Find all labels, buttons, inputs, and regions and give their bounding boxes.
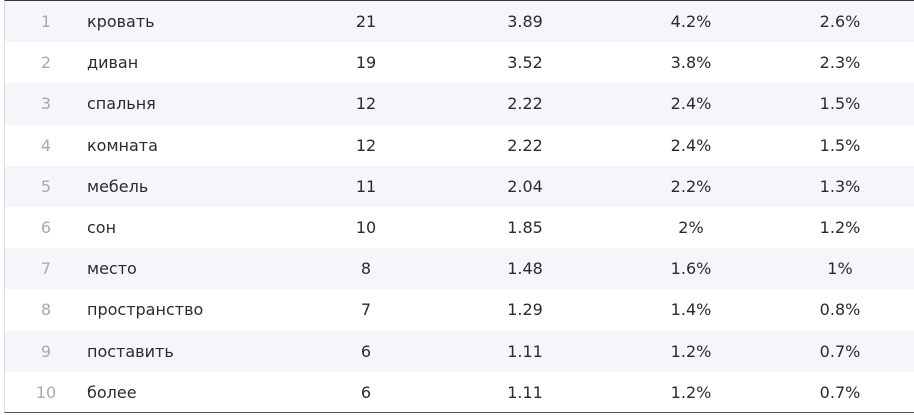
stat-cell: 1.2%: [819, 218, 861, 238]
stat-cell: 2.4%: [670, 135, 712, 155]
stat-cell: 1.2%: [670, 382, 712, 402]
stat-cell: 1.11: [507, 341, 543, 361]
word: комната: [87, 135, 158, 155]
stat-cell: 2.3%: [819, 53, 861, 73]
row-index: 4: [40, 135, 52, 155]
word: место: [87, 259, 137, 279]
stat-cell: 4.2%: [670, 12, 712, 32]
table-row: 10 более 6 1.11 1.2% 0.7%: [5, 372, 914, 413]
stat-cell: 10: [355, 218, 377, 238]
stat-cell: 1%: [827, 259, 853, 279]
row-index: 2: [40, 53, 52, 73]
stat-cell: 2.22: [507, 135, 543, 155]
stat-cell: 11: [355, 176, 377, 196]
row-index: 1: [40, 12, 52, 32]
table-row: 1 кровать 21 3.89 4.2% 2.6%: [5, 1, 914, 43]
word: кровать: [87, 12, 155, 32]
stat-cell: 2.6%: [819, 12, 861, 32]
stat-cell: 2.2%: [670, 176, 712, 196]
stat-cell: 1.29: [507, 300, 543, 320]
word: пространство: [87, 300, 204, 320]
stat-cell: 6: [360, 382, 372, 402]
stat-cell: 2.04: [507, 176, 543, 196]
stat-cell: 12: [355, 135, 377, 155]
table: 1 кровать 21 3.89 4.2% 2.6% 2 диван 19 3.52 3.8% 2.…: [4, 0, 914, 413]
stat-cell: 1.48: [507, 259, 543, 279]
stat-cell: 2%: [678, 218, 704, 238]
table-row: 6 сон 10 1.85 2% 1.2%: [5, 207, 914, 248]
row-index: 7: [40, 259, 52, 279]
stat-cell: 1.11: [507, 382, 543, 402]
stat-cell: 2.4%: [670, 94, 712, 114]
word: более: [87, 382, 137, 402]
stat-cell: 0.8%: [819, 300, 861, 320]
word: поставить: [87, 341, 174, 361]
table-row: 8 пространство 7 1.29 1.4% 0.8%: [5, 289, 914, 330]
stat-cell: 0.7%: [819, 341, 861, 361]
row-index: 9: [40, 341, 52, 361]
stat-cell: 3.8%: [670, 53, 712, 73]
stat-cell: 0.7%: [819, 382, 861, 402]
stat-cell: 3.89: [507, 12, 543, 32]
row-index: 3: [40, 94, 52, 114]
stat-cell: 2.22: [507, 94, 543, 114]
table-row: 5 мебель 11 2.04 2.2% 1.3%: [5, 165, 914, 207]
stat-cell: 1.85: [507, 218, 543, 238]
stat-cell: 19: [355, 53, 377, 73]
stat-cell: 7: [360, 300, 372, 320]
stat-cell: 21: [355, 12, 377, 32]
stat-cell: 12: [355, 94, 377, 114]
word: мебель: [87, 176, 149, 196]
stat-cell: 1.4%: [670, 300, 712, 320]
table-row: 7 место 8 1.48 1.6% 1%: [5, 248, 914, 290]
table-row: 9 поставить 6 1.11 1.2% 0.7%: [5, 330, 914, 372]
stat-cell: 1.5%: [819, 135, 861, 155]
stat-cell: 1.5%: [819, 94, 861, 114]
row-index: 8: [40, 300, 52, 320]
stat-cell: 1.6%: [670, 259, 712, 279]
word: диван: [87, 53, 139, 73]
table-row: 3 спальня 12 2.22 2.4% 1.5%: [5, 83, 914, 125]
row-index: 5: [40, 176, 52, 196]
stat-cell: 3.52: [507, 53, 543, 73]
row-index: 6: [40, 218, 52, 238]
word: сон: [87, 218, 117, 238]
stat-cell: 1.3%: [819, 176, 861, 196]
table-row: 4 комната 12 2.22 2.4% 1.5%: [5, 125, 914, 166]
stat-cell: 6: [360, 341, 372, 361]
stat-cell: 1.2%: [670, 341, 712, 361]
row-index: 10: [35, 382, 57, 402]
table-row: 2 диван 19 3.52 3.8% 2.3%: [5, 42, 914, 83]
stat-cell: 8: [360, 259, 372, 279]
word: спальня: [87, 94, 156, 114]
